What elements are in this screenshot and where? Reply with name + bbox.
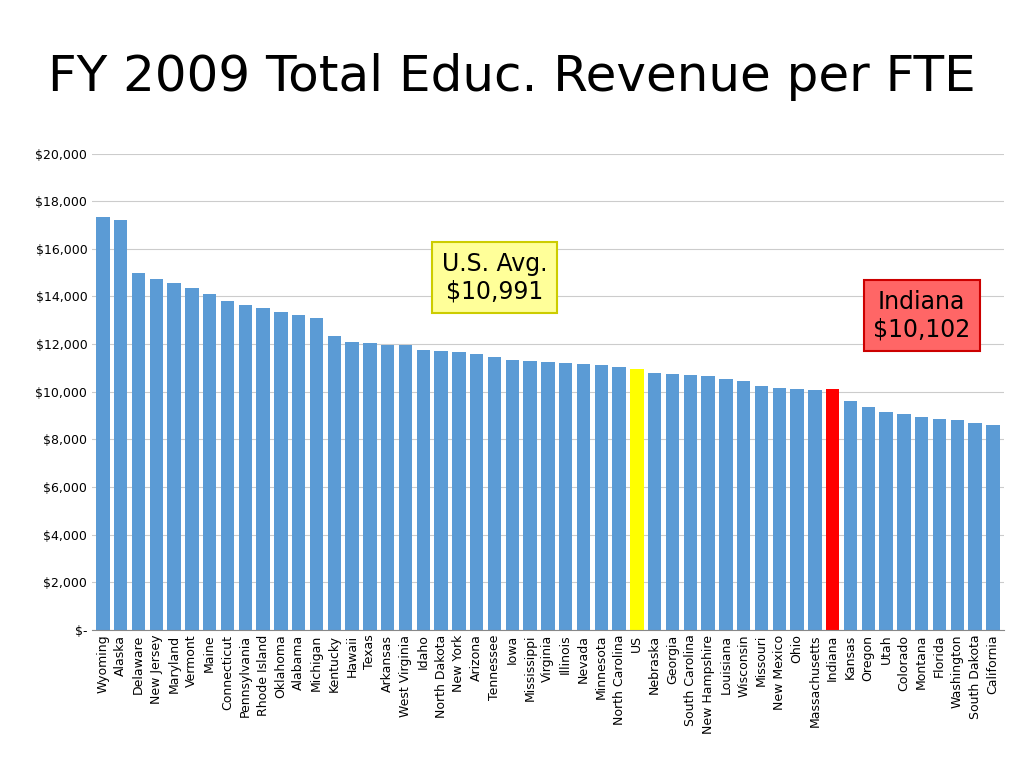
Bar: [630, 369, 643, 630]
Bar: [114, 220, 127, 630]
Bar: [167, 283, 180, 630]
Bar: [487, 357, 501, 630]
Bar: [328, 336, 341, 630]
Bar: [684, 375, 697, 630]
Bar: [897, 414, 910, 630]
Bar: [239, 305, 252, 630]
Bar: [185, 288, 199, 630]
Bar: [364, 343, 377, 630]
Bar: [791, 389, 804, 630]
Bar: [150, 279, 163, 630]
Bar: [737, 381, 751, 630]
Bar: [256, 308, 269, 630]
Text: U.S. Avg.
$10,991: U.S. Avg. $10,991: [441, 251, 547, 303]
Bar: [274, 312, 288, 630]
Bar: [541, 362, 555, 630]
Bar: [986, 425, 999, 630]
Bar: [506, 359, 519, 630]
Bar: [523, 361, 537, 630]
Bar: [470, 353, 483, 630]
Bar: [755, 386, 768, 630]
Bar: [310, 318, 324, 630]
Bar: [203, 294, 216, 630]
Text: Indiana
$10,102: Indiana $10,102: [873, 290, 971, 342]
Bar: [96, 217, 110, 630]
Bar: [577, 364, 590, 630]
Bar: [559, 363, 572, 630]
Bar: [701, 376, 715, 630]
Bar: [861, 407, 874, 630]
Bar: [844, 401, 857, 630]
Bar: [719, 379, 732, 630]
Bar: [345, 342, 358, 630]
Bar: [969, 422, 982, 630]
Bar: [772, 388, 785, 630]
Bar: [880, 412, 893, 630]
Bar: [453, 353, 466, 630]
Bar: [221, 301, 234, 630]
Bar: [826, 389, 840, 630]
Bar: [666, 374, 679, 630]
Bar: [648, 372, 662, 630]
Bar: [808, 390, 821, 630]
Bar: [595, 366, 608, 630]
Bar: [933, 419, 946, 630]
Bar: [612, 366, 626, 630]
Text: FY 2009 Total Educ. Revenue per FTE: FY 2009 Total Educ. Revenue per FTE: [48, 53, 976, 101]
Bar: [417, 350, 430, 630]
Bar: [915, 417, 929, 630]
Bar: [292, 316, 305, 630]
Bar: [950, 420, 964, 630]
Bar: [434, 351, 447, 630]
Bar: [132, 273, 145, 630]
Bar: [381, 346, 394, 630]
Bar: [398, 346, 412, 630]
